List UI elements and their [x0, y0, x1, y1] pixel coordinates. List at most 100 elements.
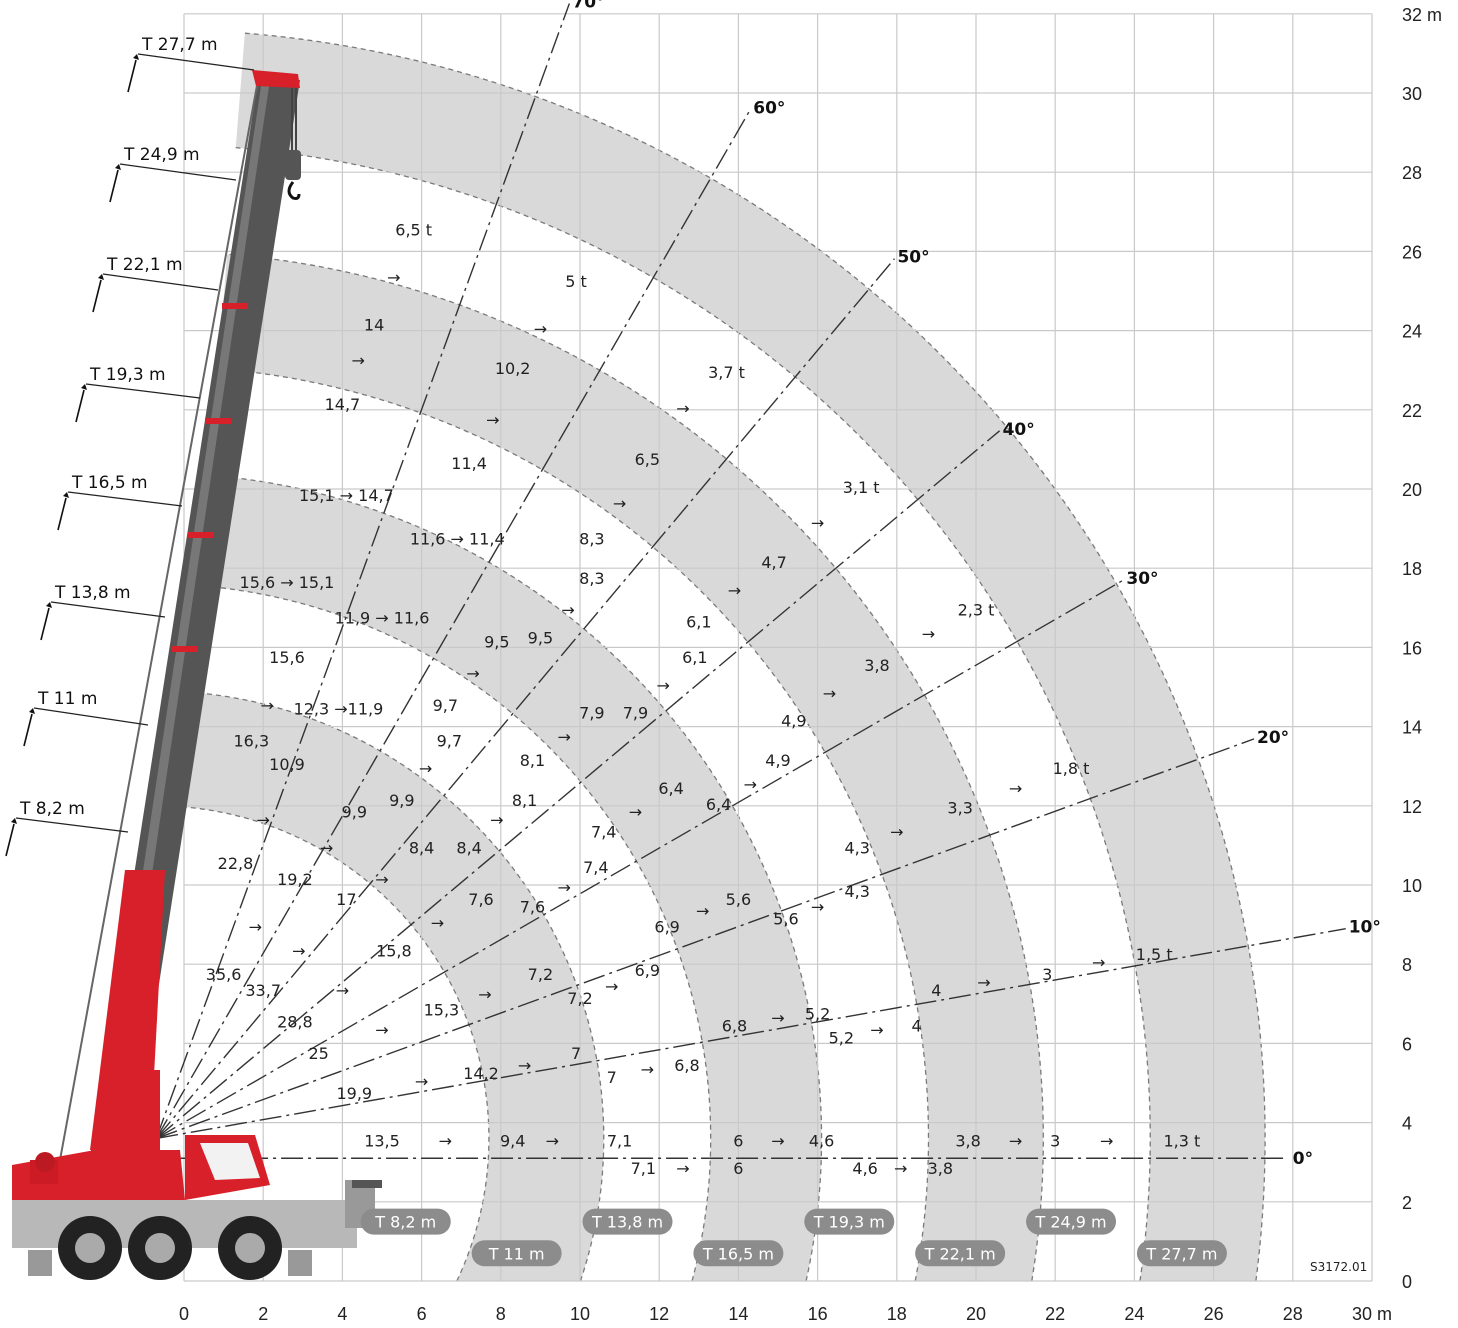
x-tick-label: 8	[496, 1304, 506, 1324]
load-value: →	[557, 878, 570, 897]
load-value: 19,2	[277, 870, 313, 889]
telescope-pill: T 13,8 m	[582, 1208, 673, 1235]
arrow-head	[11, 818, 17, 824]
load-value: 9,7	[437, 731, 462, 750]
band-edge	[244, 32, 1266, 1282]
load-value: 6,9	[654, 918, 679, 937]
load-value: →	[387, 268, 400, 287]
wheel	[218, 1216, 282, 1280]
load-value: →	[415, 1072, 428, 1091]
hook-block	[285, 150, 301, 180]
load-value: 8,3	[579, 529, 604, 548]
load-value: 4	[931, 981, 941, 1000]
load-value: 3,8	[864, 656, 889, 675]
load-value: →	[561, 601, 574, 620]
pill-bg	[915, 1240, 1006, 1267]
load-value: 1,3 t	[1164, 1131, 1201, 1150]
load-value: →	[811, 898, 824, 917]
angle-label: 70°	[572, 0, 604, 12]
pill-label: T 16,5 m	[702, 1244, 774, 1263]
load-value: 3,1 t	[843, 478, 880, 497]
load-value: 9,5	[528, 628, 553, 647]
load-value: 15,3	[424, 1001, 460, 1020]
load-value: 15,8	[376, 941, 412, 960]
load-value: 7,2	[567, 989, 592, 1008]
load-value: →	[320, 838, 333, 857]
load-value: →	[352, 351, 365, 370]
telescope-pill: T 8,2 m	[360, 1208, 451, 1235]
load-value: →	[744, 775, 757, 794]
load-value: →	[870, 1020, 883, 1039]
load-value: 14	[364, 316, 384, 335]
load-value: →	[292, 941, 305, 960]
telescope-length-label: T 16,5 m	[57, 473, 183, 531]
up-arrow-icon	[109, 169, 119, 203]
leader-line	[67, 491, 183, 507]
load-value: 7,1	[631, 1159, 656, 1178]
telescope-pill: T 19,3 m	[804, 1208, 895, 1235]
load-value: →	[613, 494, 626, 513]
arrow-head	[81, 384, 87, 390]
up-arrow-icon	[23, 713, 33, 747]
load-value: →	[466, 664, 479, 683]
up-arrow-icon	[75, 389, 85, 423]
load-values: 13,5 → 9,4 → 7,17,1 → 66 → 4,64,6 → 3,83,8 → 3 → 1,3 t…	[206, 221, 1201, 1179]
angle-rays: 70° 60° 50° 40° 30° 20° 10° 0°	[155, 0, 1381, 1169]
load-value: 7	[571, 1044, 581, 1063]
telescope-length-label: T 24,9 m	[109, 145, 237, 203]
load-value: 35,6	[206, 965, 242, 984]
telescope-label: T 22,1 m	[106, 255, 183, 275]
load-value: 10,9	[269, 755, 305, 774]
load-value: 8,3	[579, 569, 604, 588]
arrow-head	[98, 274, 104, 280]
load-value: 9,5	[484, 632, 509, 651]
load-value: 5,2	[805, 1005, 830, 1024]
load-value: 4,3	[844, 882, 869, 901]
load-value: 4,7	[761, 553, 786, 572]
load-value: 4,9	[781, 712, 806, 731]
band-edge	[227, 253, 1044, 1282]
pill-label: T 13,8 m	[591, 1213, 663, 1232]
pill-label: T 11 m	[488, 1244, 545, 1263]
load-value: 6,8	[722, 1017, 747, 1036]
pill-bg	[804, 1208, 895, 1235]
range-band	[182, 692, 604, 1281]
pill-bg	[1136, 1240, 1227, 1267]
leader-line	[137, 53, 255, 71]
load-value: →	[728, 581, 741, 600]
load-value: →	[557, 727, 570, 746]
telescope-pill: T 27,7 m	[1136, 1240, 1227, 1267]
load-value: 7,1	[607, 1131, 632, 1150]
load-value: →	[375, 1020, 388, 1039]
telescope-label: T 16,5 m	[71, 473, 148, 493]
x-tick-label: 6	[417, 1304, 427, 1324]
load-value: 5,2	[829, 1028, 854, 1047]
angle-label: 40°	[1003, 420, 1035, 440]
load-value: →	[894, 1159, 907, 1178]
x-tick-label: 14	[728, 1304, 748, 1324]
y-tick-label: 4	[1402, 1114, 1412, 1134]
y-tick-label: 16	[1402, 638, 1422, 658]
load-value: →	[518, 1056, 531, 1075]
load-value: 4,9	[765, 751, 790, 770]
x-tick-label: 28	[1283, 1304, 1303, 1324]
up-arrow-icon	[127, 59, 137, 93]
load-value: 4,6	[809, 1131, 834, 1150]
load-value: 2,3 t	[958, 601, 995, 620]
load-value: →	[676, 399, 689, 418]
drawing-code: S3172.01	[1310, 1260, 1367, 1274]
load-value: →	[605, 977, 618, 996]
up-arrow-icon	[40, 607, 50, 641]
ray-line	[155, 430, 1001, 1139]
arrow-head	[63, 492, 69, 498]
load-value: 9,9	[342, 803, 367, 822]
boom-base-section	[90, 870, 165, 1150]
load-value: 6,1	[682, 648, 707, 667]
angle-ray-10: 10°	[156, 918, 1381, 1140]
load-value: 7,2	[528, 965, 553, 984]
load-value: 15,6 → 15,1	[240, 573, 335, 592]
load-value: 11,4	[451, 454, 487, 473]
load-value: 3,8	[928, 1159, 953, 1178]
pill-label: T 22,1 m	[924, 1244, 996, 1263]
load-value: →	[419, 759, 432, 778]
